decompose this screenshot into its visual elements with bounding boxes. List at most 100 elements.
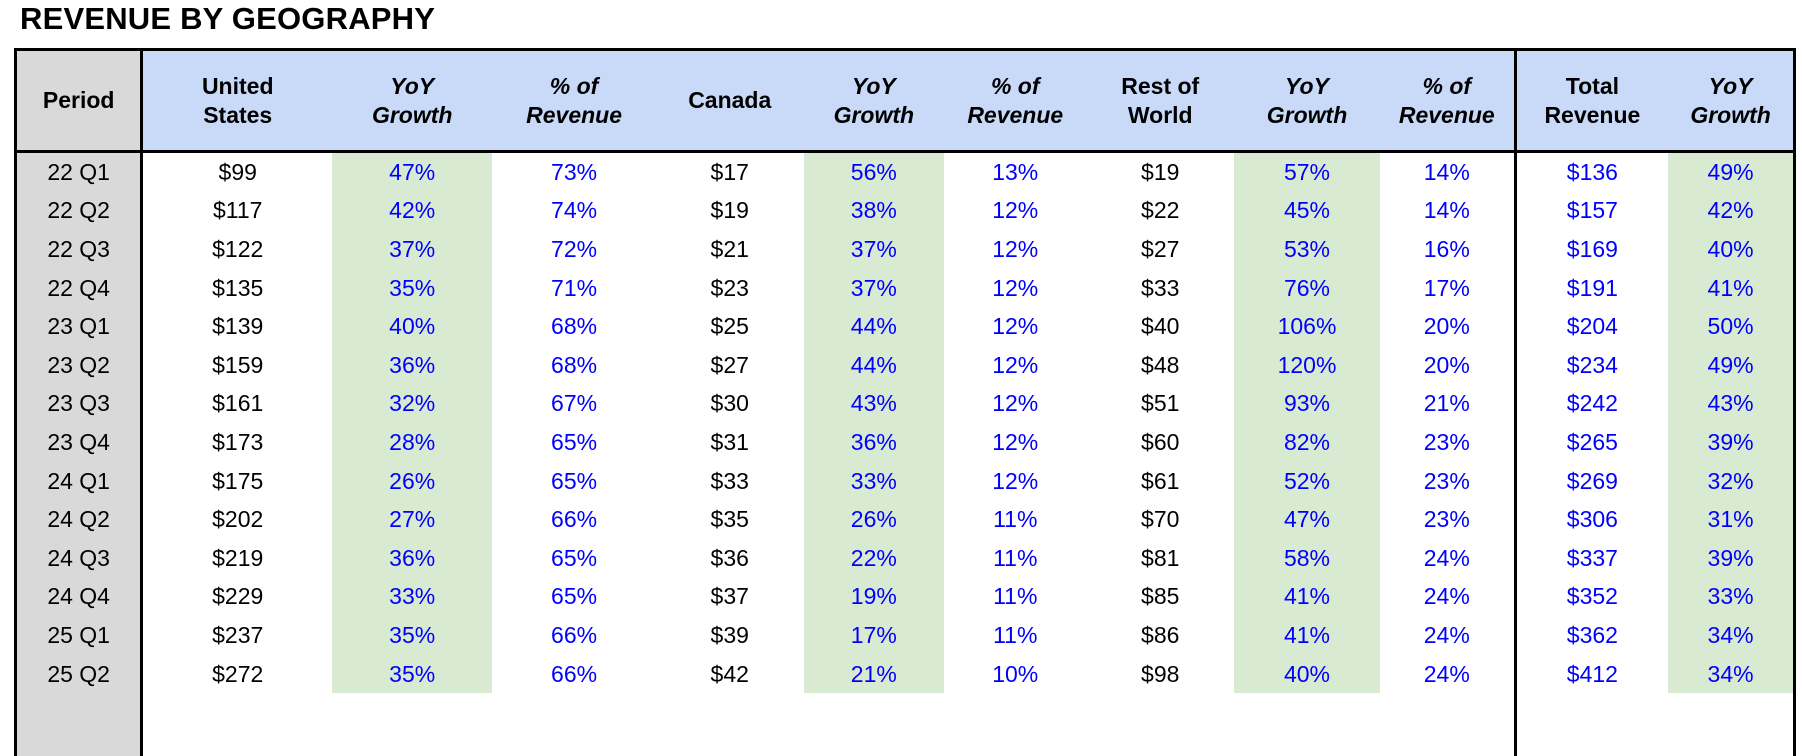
period-cell: 23 Q2 xyxy=(15,345,144,385)
canada-yoy-cell: 38% xyxy=(803,191,945,231)
row-revenue-cell: $19 xyxy=(1086,151,1235,192)
canada-pct-cell: 11% xyxy=(944,577,1087,617)
total-yoy-cell: 31% xyxy=(1668,500,1795,539)
us-revenue-cell: $122 xyxy=(141,230,333,269)
row-revenue-cell: $85 xyxy=(1086,577,1235,617)
canada-yoy-cell: 37% xyxy=(803,230,945,269)
empty-cell xyxy=(655,693,804,756)
us-pct-cell: 65% xyxy=(492,577,656,617)
us-pct-cell: 71% xyxy=(492,268,656,308)
us-revenue-cell: $202 xyxy=(141,500,333,539)
empty-cell xyxy=(492,693,656,756)
col-header-canada-yoy-growth: YoY Growth xyxy=(803,49,945,153)
row-pct-cell: 17% xyxy=(1379,268,1516,308)
total-revenue-cell: $337 xyxy=(1513,538,1669,578)
us-revenue-cell: $117 xyxy=(141,191,333,231)
canada-pct-cell: 12% xyxy=(944,307,1087,346)
total-yoy-cell: 39% xyxy=(1668,538,1795,578)
canada-pct-cell: 12% xyxy=(944,345,1087,385)
canada-revenue-cell: $17 xyxy=(655,151,804,192)
us-revenue-cell: $229 xyxy=(141,577,333,617)
row-pct-cell: 24% xyxy=(1379,654,1516,694)
empty-cell xyxy=(1513,693,1669,756)
us-yoy-cell: 36% xyxy=(332,538,493,578)
period-cell: 24 Q3 xyxy=(15,538,144,578)
period-cell: 23 Q1 xyxy=(15,307,144,346)
data-table: Period United States YoY Growth % of Rev… xyxy=(14,48,1796,756)
canada-pct-cell: 12% xyxy=(944,461,1087,501)
total-revenue-cell: $352 xyxy=(1513,577,1669,617)
period-cell: 22 Q1 xyxy=(15,151,144,192)
period-cell: 23 Q4 xyxy=(15,423,144,462)
col-header-period: Period xyxy=(15,49,144,153)
us-yoy-cell: 35% xyxy=(332,268,493,308)
period-cell: 22 Q4 xyxy=(15,268,144,308)
us-revenue-cell: $139 xyxy=(141,307,333,346)
table-row: 22 Q4 $135 35% 71% $23 37% 12% $33 76% 17% $191 41% xyxy=(15,268,1795,308)
us-yoy-cell: 42% xyxy=(332,191,493,231)
row-pct-cell: 24% xyxy=(1379,538,1516,578)
us-pct-cell: 66% xyxy=(492,500,656,539)
us-yoy-cell: 40% xyxy=(332,307,493,346)
total-yoy-cell: 34% xyxy=(1668,616,1795,655)
row-pct-cell: 21% xyxy=(1379,384,1516,424)
canada-yoy-cell: 22% xyxy=(803,538,945,578)
row-pct-cell: 24% xyxy=(1379,577,1516,617)
total-yoy-cell: 39% xyxy=(1668,423,1795,462)
table-row: 24 Q2 $202 27% 66% $35 26% 11% $70 47% 23% $306 31% xyxy=(15,500,1795,539)
row-yoy-cell: 41% xyxy=(1234,577,1380,617)
canada-yoy-cell: 44% xyxy=(803,345,945,385)
row-revenue-cell: $61 xyxy=(1086,461,1235,501)
row-pct-cell: 14% xyxy=(1379,191,1516,231)
empty-cell xyxy=(141,693,333,756)
col-header-us-pct-of-revenue: % of Revenue xyxy=(492,49,656,153)
total-revenue-cell: $191 xyxy=(1513,268,1669,308)
col-header-canada: Canada xyxy=(655,49,804,153)
col-header-row-yoy-growth: YoY Growth xyxy=(1234,49,1380,153)
row-pct-cell: 23% xyxy=(1379,500,1516,539)
row-pct-cell: 20% xyxy=(1379,307,1516,346)
row-revenue-cell: $86 xyxy=(1086,616,1235,655)
total-revenue-cell: $269 xyxy=(1513,461,1669,501)
table-row: 22 Q1 $99 47% 73% $17 56% 13% $19 57% 14% $136 49% xyxy=(15,151,1795,192)
canada-revenue-cell: $39 xyxy=(655,616,804,655)
us-yoy-cell: 37% xyxy=(332,230,493,269)
total-revenue-cell: $234 xyxy=(1513,345,1669,385)
us-yoy-cell: 26% xyxy=(332,461,493,501)
row-yoy-cell: 53% xyxy=(1234,230,1380,269)
us-yoy-cell: 35% xyxy=(332,654,493,694)
empty-cell xyxy=(1234,693,1380,756)
total-revenue-cell: $242 xyxy=(1513,384,1669,424)
col-header-united-states: United States xyxy=(141,49,333,153)
row-pct-cell: 23% xyxy=(1379,461,1516,501)
table-row: 24 Q1 $175 26% 65% $33 33% 12% $61 52% 23% $269 32% xyxy=(15,461,1795,501)
empty-cell xyxy=(1379,693,1516,756)
row-revenue-cell: $22 xyxy=(1086,191,1235,231)
total-yoy-cell: 40% xyxy=(1668,230,1795,269)
canada-yoy-cell: 26% xyxy=(803,500,945,539)
col-header-rest-of-world: Rest of World xyxy=(1086,49,1235,153)
period-cell: 24 Q1 xyxy=(15,461,144,501)
canada-yoy-cell: 36% xyxy=(803,423,945,462)
row-pct-cell: 24% xyxy=(1379,616,1516,655)
us-yoy-cell: 27% xyxy=(332,500,493,539)
row-yoy-cell: 93% xyxy=(1234,384,1380,424)
row-revenue-cell: $33 xyxy=(1086,268,1235,308)
us-revenue-cell: $173 xyxy=(141,423,333,462)
period-cell: 25 Q2 xyxy=(15,654,144,694)
us-revenue-cell: $237 xyxy=(141,616,333,655)
total-yoy-cell: 41% xyxy=(1668,268,1795,308)
table-row: 22 Q2 $117 42% 74% $19 38% 12% $22 45% 14% $157 42% xyxy=(15,191,1795,231)
us-pct-cell: 72% xyxy=(492,230,656,269)
canada-pct-cell: 12% xyxy=(944,230,1087,269)
us-pct-cell: 68% xyxy=(492,345,656,385)
total-revenue-cell: $204 xyxy=(1513,307,1669,346)
row-revenue-cell: $70 xyxy=(1086,500,1235,539)
col-header-us-yoy-growth: YoY Growth xyxy=(332,49,493,153)
period-cell: 22 Q2 xyxy=(15,191,144,231)
canada-revenue-cell: $42 xyxy=(655,654,804,694)
total-yoy-cell: 49% xyxy=(1668,151,1795,192)
canada-pct-cell: 13% xyxy=(944,151,1087,192)
us-yoy-cell: 32% xyxy=(332,384,493,424)
empty-cell xyxy=(1668,693,1795,756)
